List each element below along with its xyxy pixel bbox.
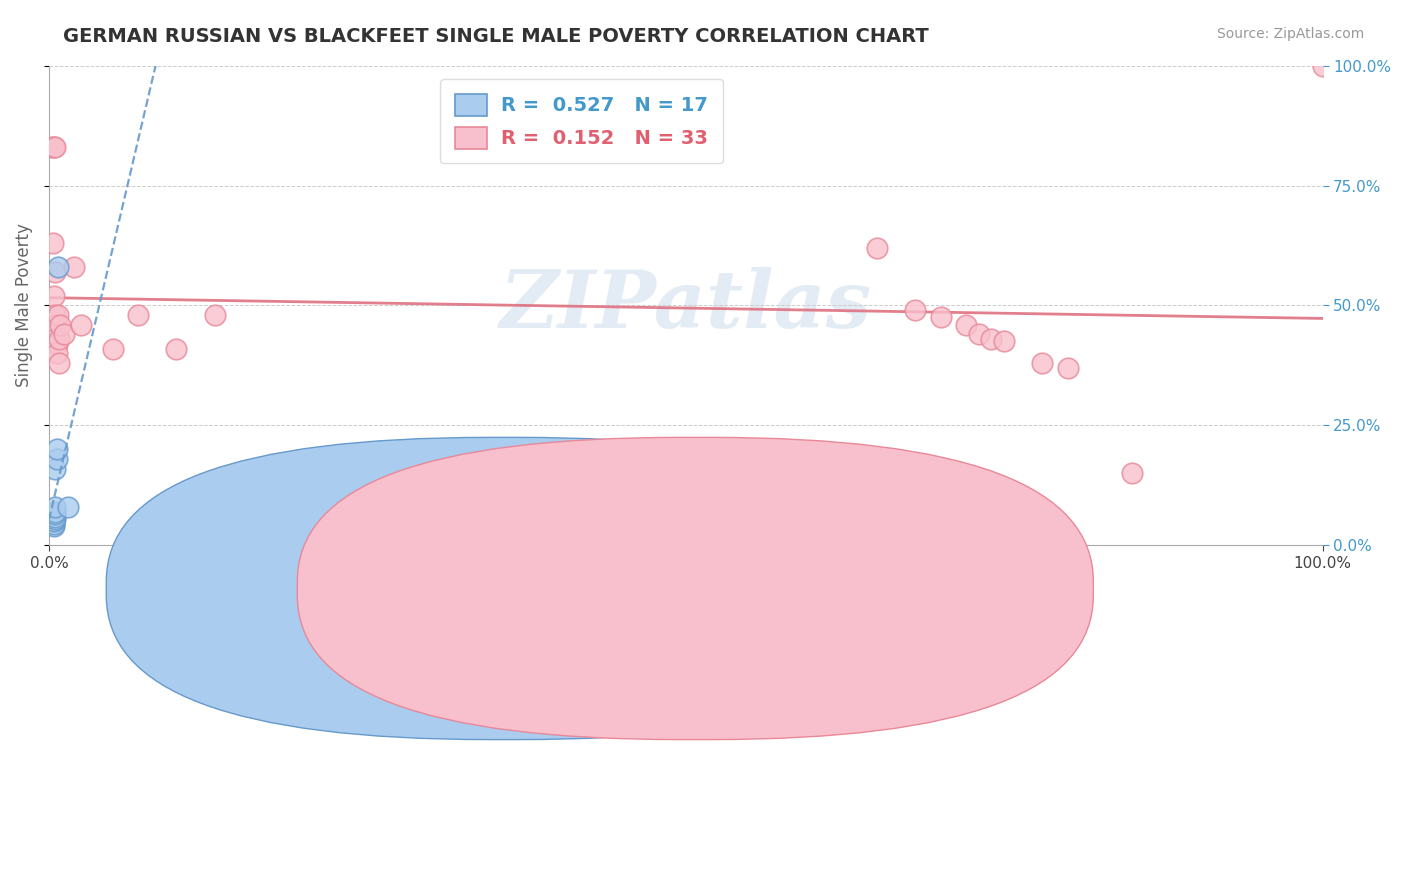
- Point: [46, 308, 69, 322]
- Point: [127, 308, 149, 322]
- Point: [45, 346, 67, 360]
- Point: [1057, 360, 1080, 375]
- Point: [42, 289, 65, 303]
- Point: [45, 452, 67, 467]
- Point: [955, 318, 977, 332]
- Point: [49, 318, 72, 332]
- Point: [165, 342, 187, 356]
- Text: Source: ZipAtlas.com: Source: ZipAtlas.com: [1216, 27, 1364, 41]
- Point: [42, 509, 65, 524]
- Point: [63, 260, 86, 274]
- Point: [44, 505, 66, 519]
- Point: [53, 327, 76, 342]
- Point: [69, 318, 91, 332]
- Point: [204, 308, 226, 322]
- Point: [44, 265, 66, 279]
- Text: German Russians: German Russians: [530, 580, 675, 598]
- Y-axis label: Single Male Poverty: Single Male Poverty: [15, 224, 32, 387]
- Point: [41, 140, 63, 154]
- Point: [42, 507, 65, 521]
- Point: [56, 500, 79, 514]
- Point: [44, 318, 66, 332]
- Point: [44, 461, 66, 475]
- Point: [44, 332, 66, 346]
- Text: GERMAN RUSSIAN VS BLACKFEET SINGLE MALE POVERTY CORRELATION CHART: GERMAN RUSSIAN VS BLACKFEET SINGLE MALE …: [63, 27, 929, 45]
- Legend: R =  0.527   N = 17, R =  0.152   N = 33: R = 0.527 N = 17, R = 0.152 N = 33: [440, 79, 723, 163]
- Point: [42, 514, 65, 528]
- Point: [48, 356, 70, 370]
- Point: [44, 507, 66, 521]
- Point: [44, 512, 66, 526]
- Point: [929, 310, 952, 325]
- Point: [1121, 467, 1143, 481]
- Point: [44, 140, 66, 154]
- Point: [46, 260, 69, 274]
- Point: [1312, 59, 1334, 73]
- Point: [44, 509, 66, 524]
- Point: [42, 514, 65, 528]
- Point: [44, 500, 66, 514]
- Point: [904, 303, 927, 318]
- Point: [45, 442, 67, 457]
- Point: [866, 241, 889, 255]
- Point: [101, 342, 124, 356]
- Point: [42, 519, 65, 533]
- FancyBboxPatch shape: [107, 437, 903, 739]
- Text: Blackfeet: Blackfeet: [721, 580, 800, 598]
- Text: ZIPatlas: ZIPatlas: [499, 267, 872, 344]
- Point: [993, 334, 1015, 349]
- Point: [1031, 356, 1053, 370]
- Point: [42, 140, 65, 154]
- FancyBboxPatch shape: [297, 437, 1094, 739]
- Point: [48, 332, 70, 346]
- Point: [42, 516, 65, 531]
- Point: [41, 512, 63, 526]
- Point: [967, 327, 990, 342]
- Point: [42, 236, 65, 251]
- Point: [980, 332, 1002, 346]
- Point: [44, 308, 66, 322]
- Point: [45, 336, 67, 351]
